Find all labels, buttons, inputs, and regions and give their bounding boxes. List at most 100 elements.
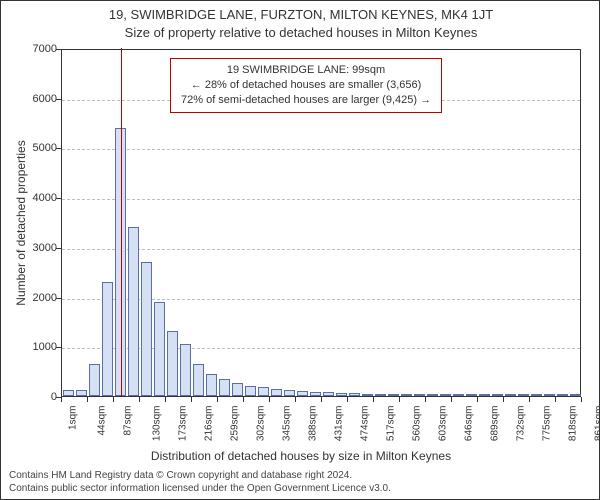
histogram-bar [102, 282, 113, 396]
histogram-bar [453, 394, 464, 396]
x-tick-label: 689sqm [489, 406, 500, 442]
histogram-bar [76, 390, 87, 396]
histogram-bar [518, 394, 529, 396]
x-tick-label: 173sqm [177, 406, 188, 442]
histogram-bar [297, 391, 308, 396]
x-tick-label: 345sqm [281, 406, 292, 442]
histogram-bar [63, 390, 74, 396]
x-tick-label: 818sqm [567, 406, 578, 442]
x-tick-mark [373, 397, 374, 402]
x-tick-label: 216sqm [203, 406, 214, 442]
x-tick-mark [269, 397, 270, 402]
x-tick-mark [477, 397, 478, 402]
property-info-box: 19 SWIMBRIDGE LANE: 99sqm ← 28% of detac… [170, 58, 442, 113]
histogram-bar [323, 392, 334, 396]
histogram-bar [479, 394, 490, 396]
histogram-bar [128, 227, 139, 396]
histogram-bar [570, 394, 581, 396]
x-tick-label: 861sqm [593, 406, 600, 442]
x-tick-mark [243, 397, 244, 402]
x-tick-mark [113, 397, 114, 402]
x-tick-label: 732sqm [515, 406, 526, 442]
histogram-bar [557, 394, 568, 396]
footer-line-1: Contains HM Land Registry data © Crown c… [9, 470, 591, 483]
y-tick-label: 4000 [17, 192, 57, 204]
x-tick-mark [139, 397, 140, 402]
histogram-chart: Number of detached properties 19 SWIMBRI… [61, 49, 581, 397]
x-tick-mark [451, 397, 452, 402]
page-title-line1: 19, SWIMBRIDGE LANE, FURZTON, MILTON KEY… [1, 7, 600, 22]
x-tick-label: 560sqm [411, 406, 422, 442]
histogram-bar [89, 364, 100, 396]
info-line-3: 72% of semi-detached houses are larger (… [181, 93, 431, 108]
histogram-bar [401, 394, 412, 396]
x-axis-label: Distribution of detached houses by size … [1, 449, 600, 463]
histogram-bar [310, 392, 321, 396]
x-tick-mark [503, 397, 504, 402]
x-tick-mark [529, 397, 530, 402]
property-marker-line [121, 48, 122, 396]
histogram-bar [271, 389, 282, 396]
histogram-bar [414, 394, 425, 396]
x-tick-label: 87sqm [123, 406, 134, 436]
histogram-bar [492, 394, 503, 396]
info-line-1: 19 SWIMBRIDGE LANE: 99sqm [181, 63, 431, 78]
histogram-bar [141, 262, 152, 396]
page-title-line2: Size of property relative to detached ho… [1, 25, 600, 40]
x-tick-mark [399, 397, 400, 402]
x-tick-label: 1sqm [68, 406, 79, 430]
x-tick-mark [581, 397, 582, 402]
histogram-bar [375, 394, 386, 396]
x-tick-label: 259sqm [229, 406, 240, 442]
histogram-bar [466, 394, 477, 396]
histogram-bar [167, 331, 178, 396]
footer: Contains HM Land Registry data © Crown c… [9, 470, 591, 495]
histogram-bar [349, 393, 360, 396]
footer-line-2: Contains public sector information licen… [9, 483, 591, 496]
x-tick-mark [425, 397, 426, 402]
x-tick-mark [191, 397, 192, 402]
histogram-bar [258, 387, 269, 396]
y-axis-label: Number of detached properties [14, 140, 28, 305]
info-line-2: ← 28% of detached houses are smaller (3,… [181, 78, 431, 93]
x-tick-label: 646sqm [463, 406, 474, 442]
plot-area: 19 SWIMBRIDGE LANE: 99sqm ← 28% of detac… [61, 49, 581, 397]
x-tick-mark [555, 397, 556, 402]
histogram-bar [531, 394, 542, 396]
y-tick-label: 6000 [17, 93, 57, 105]
x-tick-label: 431sqm [333, 406, 344, 442]
histogram-bar [336, 393, 347, 396]
histogram-bar [544, 394, 555, 396]
histogram-bar [388, 394, 399, 396]
histogram-bar [362, 394, 373, 396]
x-tick-mark [295, 397, 296, 402]
x-tick-mark [217, 397, 218, 402]
histogram-bar [206, 374, 217, 396]
x-tick-label: 775sqm [541, 406, 552, 442]
x-tick-label: 603sqm [437, 406, 448, 442]
histogram-bar [232, 383, 243, 396]
histogram-bar [245, 386, 256, 396]
histogram-bar [219, 379, 230, 396]
x-tick-label: 130sqm [151, 406, 162, 442]
x-tick-label: 388sqm [307, 406, 318, 442]
histogram-bar [505, 394, 516, 396]
x-tick-label: 474sqm [359, 406, 370, 442]
x-tick-label: 44sqm [97, 406, 108, 436]
x-tick-mark [321, 397, 322, 402]
x-tick-label: 302sqm [255, 406, 266, 442]
histogram-bar [284, 390, 295, 396]
y-tick-label: 3000 [17, 242, 57, 254]
y-tick-label: 0 [17, 391, 57, 403]
histogram-bar [193, 364, 204, 396]
y-tick-label: 1000 [17, 341, 57, 353]
x-tick-mark [61, 397, 62, 402]
x-tick-mark [87, 397, 88, 402]
x-tick-mark [165, 397, 166, 402]
y-tick-label: 5000 [17, 142, 57, 154]
histogram-bar [427, 394, 438, 396]
histogram-bar [440, 394, 451, 396]
histogram-bar [154, 302, 165, 396]
histogram-bar [180, 344, 191, 396]
figure-frame: 19, SWIMBRIDGE LANE, FURZTON, MILTON KEY… [0, 0, 600, 500]
